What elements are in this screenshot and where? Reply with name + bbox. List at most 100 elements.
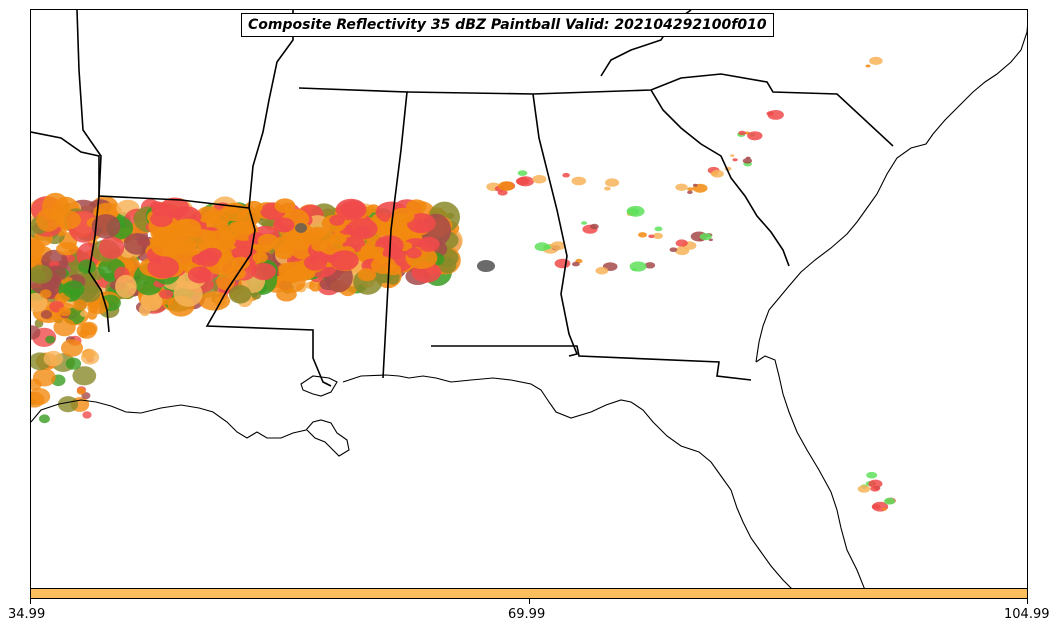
reflectivity-blob: [674, 246, 690, 256]
reflectivity-blob: [273, 217, 295, 233]
reflectivity-blob: [406, 199, 427, 214]
reflectivity-blob: [72, 299, 87, 311]
reflectivity-blob: [98, 236, 125, 259]
reflectivity-blob: [274, 246, 294, 260]
colorbar-tick-mark: [1027, 599, 1028, 604]
reflectivity-blob: [261, 220, 274, 228]
arkansas-border: [31, 131, 250, 209]
reflectivity-blob: [357, 268, 377, 282]
reflectivity-blob: [31, 388, 51, 405]
reflectivity-blob: [654, 226, 663, 232]
reflectivity-blob: [196, 250, 220, 267]
reflectivity-blob: [295, 223, 307, 233]
reflectivity-blob: [693, 183, 698, 187]
colorbar-tick-mark: [529, 599, 530, 604]
reflectivity-blob: [866, 471, 878, 479]
map-title: Composite Reflectivity 35 dBZ Paintball …: [241, 13, 774, 37]
reflectivity-blob: [39, 414, 50, 424]
reflectivity-blob: [211, 213, 230, 226]
reflectivity-blob: [228, 285, 252, 304]
reflectivity-blob: [382, 246, 403, 261]
reflectivity-blob: [40, 289, 52, 299]
reflectivity-blob: [865, 64, 871, 68]
reflectivity-blob: [391, 207, 415, 224]
mississippi-west-border: [205, 207, 332, 387]
mississippi-river-border: [76, 10, 110, 333]
reflectivity-blob: [31, 264, 53, 284]
reflectivity-blob: [745, 156, 751, 160]
reflectivity-blob: [730, 154, 735, 157]
reflectivity-blob: [231, 256, 250, 270]
reflectivity-blob: [532, 174, 547, 184]
south-carolina-border: [650, 89, 790, 267]
state-boundaries: [31, 10, 1027, 588]
colorbar-tick-label-max: 104.99: [1004, 607, 1050, 622]
reflectivity-blob: [188, 229, 216, 249]
reflectivity-blob: [31, 325, 41, 340]
reflectivity-blob: [631, 268, 637, 272]
reflectivity-blob: [58, 306, 72, 317]
reflectivity-blob: [198, 291, 231, 311]
reflectivity-blob: [76, 387, 86, 395]
reflectivity-blob: [330, 250, 359, 271]
reflectivity-blob: [57, 396, 79, 413]
alabama-south-border: [431, 345, 752, 381]
reflectivity-blob: [747, 131, 763, 141]
reflectivity-blob: [870, 485, 880, 492]
reflectivity-blob: [590, 223, 599, 230]
reflectivity-blob: [711, 169, 724, 178]
tennessee-border: [248, 10, 294, 209]
reflectivity-blob: [79, 285, 101, 303]
reflectivity-blob: [562, 172, 570, 178]
reflectivity-blob: [871, 504, 881, 510]
reflectivity-paintball-layer: [31, 56, 896, 512]
reflectivity-blob: [62, 280, 85, 299]
reflectivity-blob: [418, 236, 440, 252]
reflectivity-blob: [159, 289, 174, 300]
reflectivity-blob: [309, 279, 322, 292]
reflectivity-blob: [140, 291, 163, 312]
reflectivity-blob: [554, 258, 571, 269]
atlantic-coastline: [755, 25, 1027, 363]
reflectivity-blob: [767, 110, 784, 120]
reflectivity-blob: [54, 210, 81, 230]
reflectivity-blob: [884, 497, 896, 505]
reflectivity-blob: [45, 335, 56, 344]
reflectivity-blob: [406, 213, 436, 234]
reflectivity-blob: [515, 177, 530, 186]
reflectivity-blob: [675, 183, 688, 191]
mississippi-east-border: [298, 87, 408, 379]
reflectivity-blob: [517, 170, 528, 177]
reflectivity-blob: [604, 186, 611, 191]
reflectivity-blob: [648, 234, 655, 239]
reflectivity-blob: [274, 198, 296, 213]
reflectivity-blob: [175, 241, 197, 256]
reflectivity-blob: [175, 219, 192, 231]
reflectivity-blob: [638, 232, 647, 238]
reflectivity-blob: [173, 281, 203, 307]
reflectivity-blob: [687, 190, 693, 194]
reflectivity-blob: [82, 411, 92, 419]
reflectivity-blob: [115, 274, 137, 299]
reflectivity-blob: [626, 205, 645, 217]
alabama-border: [406, 91, 579, 357]
reflectivity-blob: [869, 56, 883, 65]
reflectivity-blob: [572, 261, 580, 267]
reflectivity-blob: [225, 205, 239, 215]
reflectivity-blob: [550, 241, 566, 251]
reflectivity-blob: [360, 244, 375, 255]
reflectivity-blob: [732, 158, 738, 162]
reflectivity-blob: [150, 211, 173, 228]
reflectivity-blob: [652, 232, 664, 239]
colorbar-tick-label-min: 34.99: [8, 607, 46, 622]
reflectivity-blob: [257, 233, 279, 249]
reflectivity-blob: [595, 266, 609, 275]
reflectivity-blob: [477, 260, 495, 272]
map-panel: [30, 9, 1028, 589]
reflectivity-blob: [251, 292, 262, 300]
reflectivity-blob: [868, 479, 883, 488]
reflectivity-blob: [347, 218, 378, 240]
reflectivity-blob: [738, 130, 747, 136]
reflectivity-blob: [81, 350, 100, 365]
reflectivity-blob: [61, 339, 83, 357]
